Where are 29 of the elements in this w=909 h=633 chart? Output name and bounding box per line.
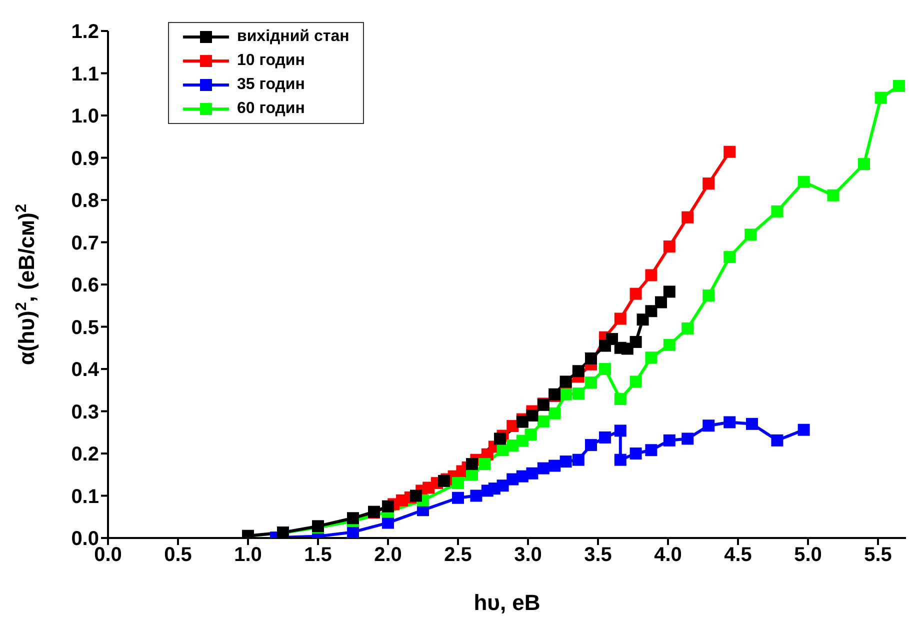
x-tick-label: 5.5 — [864, 544, 892, 566]
y-tick-label: 1.0 — [71, 106, 99, 128]
y-tick-label: 0.1 — [71, 486, 99, 508]
y-tick-label: 0.8 — [71, 190, 99, 212]
legend-label: 35 годин — [237, 76, 305, 94]
legend-label: 60 годин — [237, 100, 305, 118]
x-tick-label: 1.5 — [304, 544, 332, 566]
x-tick-label: 0.5 — [164, 544, 192, 566]
y-tick-label: 0.4 — [71, 359, 100, 382]
y-tick-label: 1.1 — [71, 63, 99, 86]
y-tick-label: 0.3 — [71, 401, 99, 424]
y-tick-label: 0.2 — [71, 444, 99, 466]
legend-label: 10 годин — [237, 52, 305, 70]
x-tick-label: 4.5 — [724, 544, 752, 566]
x-tick-label: 2.0 — [374, 544, 402, 566]
y-tick-label: 1.2 — [71, 21, 99, 44]
y-tick-label: 0.5 — [71, 316, 99, 339]
y-tick-label: 0.9 — [71, 148, 99, 170]
x-tick-label: 3.0 — [514, 544, 542, 566]
x-tick-label: 1.0 — [234, 544, 262, 566]
x-tick-label: 2.5 — [444, 544, 472, 566]
x-tick-label: 5.0 — [794, 544, 822, 566]
x-tick-label: 0.0 — [94, 544, 122, 566]
legend-label: вихідний стан — [237, 28, 350, 46]
x-axis-title: hυ, еВ — [474, 590, 540, 615]
x-tick-label: 4.0 — [654, 544, 682, 566]
y-tick-label: 0.7 — [71, 232, 99, 254]
y-tick-label: 0.6 — [71, 274, 99, 297]
x-tick-label: 3.5 — [584, 544, 612, 566]
